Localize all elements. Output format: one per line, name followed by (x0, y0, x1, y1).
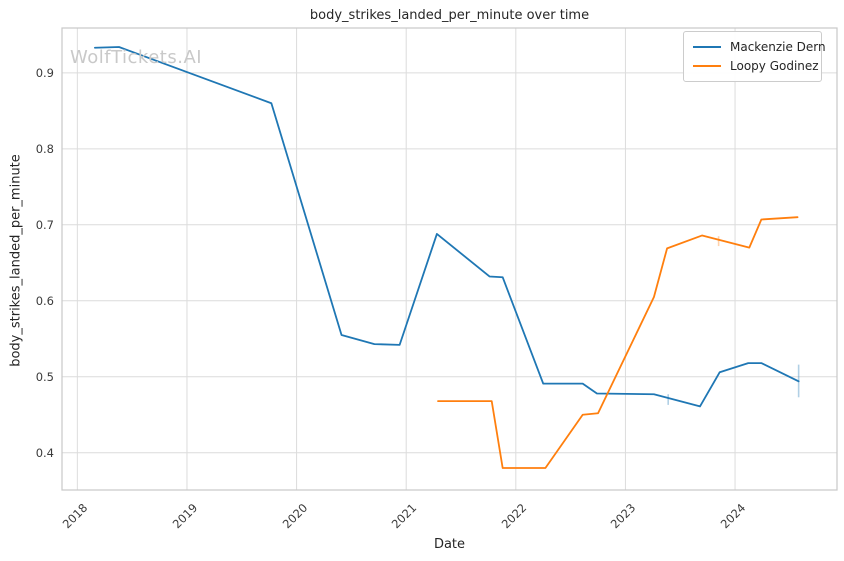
chart-title: body_strikes_landed_per_minute over time (309, 8, 590, 23)
series-line (437, 216, 799, 469)
axes-frame (61, 27, 838, 491)
legend-label: Loopy Godinez (730, 58, 819, 73)
y-tick-label: 0.7 (35, 217, 54, 232)
y-tick-label: 0.4 (35, 445, 54, 460)
y-axis-label: body_strikes_landed_per_minute (8, 154, 24, 367)
y-tick-label: 0.9 (35, 65, 54, 80)
y-tick-label: 0.8 (35, 141, 54, 156)
y-tick-label: 0.6 (35, 293, 54, 308)
series-line (93, 46, 800, 408)
y-tick-label: 0.5 (35, 369, 54, 384)
x-axis-label: Date (433, 537, 466, 552)
legend-item: Mackenzie Dern (693, 37, 826, 56)
legend-label: Mackenzie Dern (730, 39, 826, 54)
watermark: WolfTickets.AI (70, 47, 203, 68)
legend-line-sample (693, 64, 721, 67)
legend-item: Loopy Godinez (693, 56, 819, 75)
legend-line-sample (693, 45, 721, 48)
legend: Mackenzie Dern Loopy Godinez (683, 31, 826, 82)
